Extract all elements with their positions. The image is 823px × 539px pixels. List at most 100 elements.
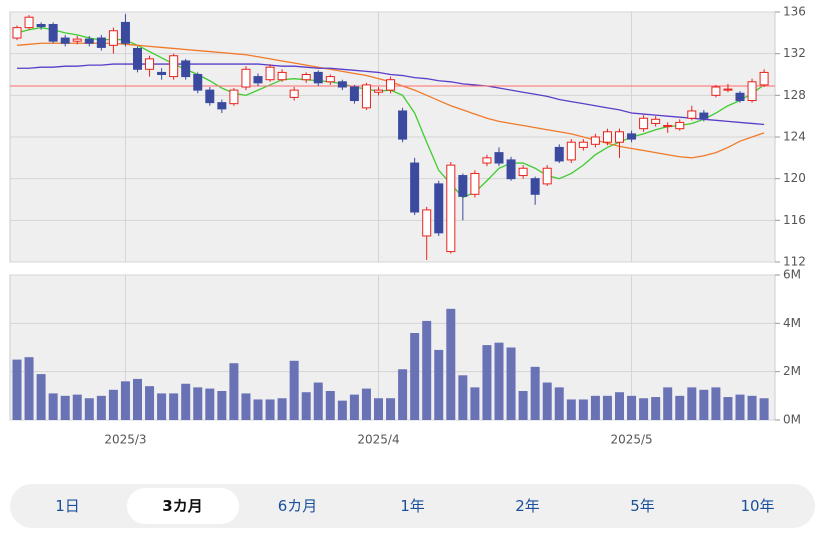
volume-bar: [386, 398, 396, 420]
candle-body: [265, 66, 275, 81]
period-tab[interactable]: 1日: [55, 497, 80, 515]
y-tick-label: 128: [783, 88, 806, 102]
volume-bar: [277, 398, 287, 420]
volume-bar: [578, 399, 588, 420]
candle-body: [602, 131, 612, 143]
x-tick-label: 2025/4: [357, 433, 399, 447]
candle-body: [494, 152, 504, 164]
candle-body: [361, 84, 371, 109]
volume-bar: [566, 399, 576, 420]
candle-body: [506, 159, 516, 180]
volume-bar: [675, 395, 685, 420]
y-tick-label: 6M: [783, 268, 801, 282]
candle-body: [253, 76, 263, 84]
candle-body: [446, 164, 456, 253]
volume-bar: [193, 387, 203, 420]
candle-body: [241, 68, 251, 88]
chart: 112 116 120 124 128 132 136 0M 2M 4M 6M 2025/3 2025/…: [9, 5, 806, 447]
y-tick-label: 124: [783, 130, 806, 144]
volume-bar: [554, 387, 564, 420]
period-tab[interactable]: 10年: [740, 497, 775, 515]
volume-bar: [651, 397, 661, 420]
period-tabs: 1日 3カ月 6カ月 1年 2年 5年 10年: [10, 484, 815, 528]
volume-bar: [422, 320, 432, 420]
volume-bar: [241, 393, 251, 420]
candle-body: [434, 183, 444, 234]
candle-body: [590, 136, 600, 145]
period-tab[interactable]: 2年: [515, 497, 540, 515]
volume-bar: [759, 398, 769, 420]
candle-body: [615, 131, 624, 143]
candle-body: [482, 157, 492, 164]
y-tick-label: 132: [783, 46, 806, 60]
volume-bar: [723, 397, 733, 420]
period-tab[interactable]: 3カ月: [126, 488, 239, 524]
candle-body: [518, 167, 528, 177]
candle-body: [289, 89, 299, 98]
period-tab[interactable]: 5年: [630, 497, 655, 515]
volume-bar: [506, 347, 516, 420]
candle-body: [530, 178, 540, 195]
candle-body: [193, 74, 203, 91]
candle-body: [759, 71, 769, 86]
volume-bar: [72, 394, 82, 420]
volume-bar: [217, 391, 227, 420]
volume-bar: [627, 395, 637, 420]
volume-bar: [446, 308, 456, 420]
volume-bar: [590, 395, 600, 420]
y-tick-label: 136: [783, 5, 806, 19]
volume-bar: [133, 378, 142, 420]
volume-bar: [735, 394, 745, 420]
candle-body: [96, 37, 106, 48]
candle-body: [566, 141, 576, 161]
candle-body: [133, 47, 142, 70]
volume-bar: [602, 395, 612, 420]
volume-bar: [325, 391, 335, 420]
candle-body: [145, 58, 155, 70]
candle-body: [181, 60, 191, 78]
candle-body: [277, 71, 287, 81]
candle-body: [374, 89, 383, 93]
volume-bar: [711, 387, 721, 420]
candle-body: [72, 38, 82, 42]
candle-body: [12, 27, 22, 39]
y-tick-label: 116: [783, 213, 806, 227]
candle-body: [627, 133, 637, 140]
candle-body: [36, 24, 46, 28]
volume-bar: [12, 359, 22, 420]
volume-bar: [229, 363, 239, 420]
candle-body: [120, 21, 130, 44]
volume-bar: [494, 342, 504, 420]
volume-bar: [747, 395, 757, 420]
volume-bar: [470, 387, 480, 420]
volume-bar: [518, 391, 528, 420]
volume-bar: [482, 345, 492, 420]
candle-body: [422, 209, 432, 237]
volume-bar: [337, 400, 347, 420]
candle-body: [687, 110, 697, 119]
volume-bar: [169, 393, 179, 420]
volume-bar: [145, 386, 155, 420]
volume-bar: [84, 398, 94, 420]
candle-body: [723, 88, 733, 91]
y-tick-label: 120: [783, 171, 806, 185]
volume-bar: [410, 333, 420, 420]
candle-body: [398, 110, 408, 140]
volume-bar: [289, 360, 299, 420]
volume-bar: [120, 381, 130, 420]
period-tab[interactable]: 1年: [400, 497, 425, 515]
candle-body: [48, 24, 58, 42]
candle-body: [458, 175, 468, 197]
volume-bar: [60, 395, 70, 420]
candle-body: [325, 76, 335, 83]
candle-body: [24, 16, 34, 29]
candle-body: [157, 71, 167, 75]
volume-bar: [301, 392, 311, 420]
candle-body: [84, 38, 94, 44]
volume-bar: [530, 366, 540, 420]
candle-body: [337, 81, 347, 88]
volume-bar: [205, 388, 215, 420]
volume-bar: [24, 357, 34, 420]
period-tab[interactable]: 6カ月: [277, 497, 318, 515]
volume-bar: [48, 393, 58, 420]
